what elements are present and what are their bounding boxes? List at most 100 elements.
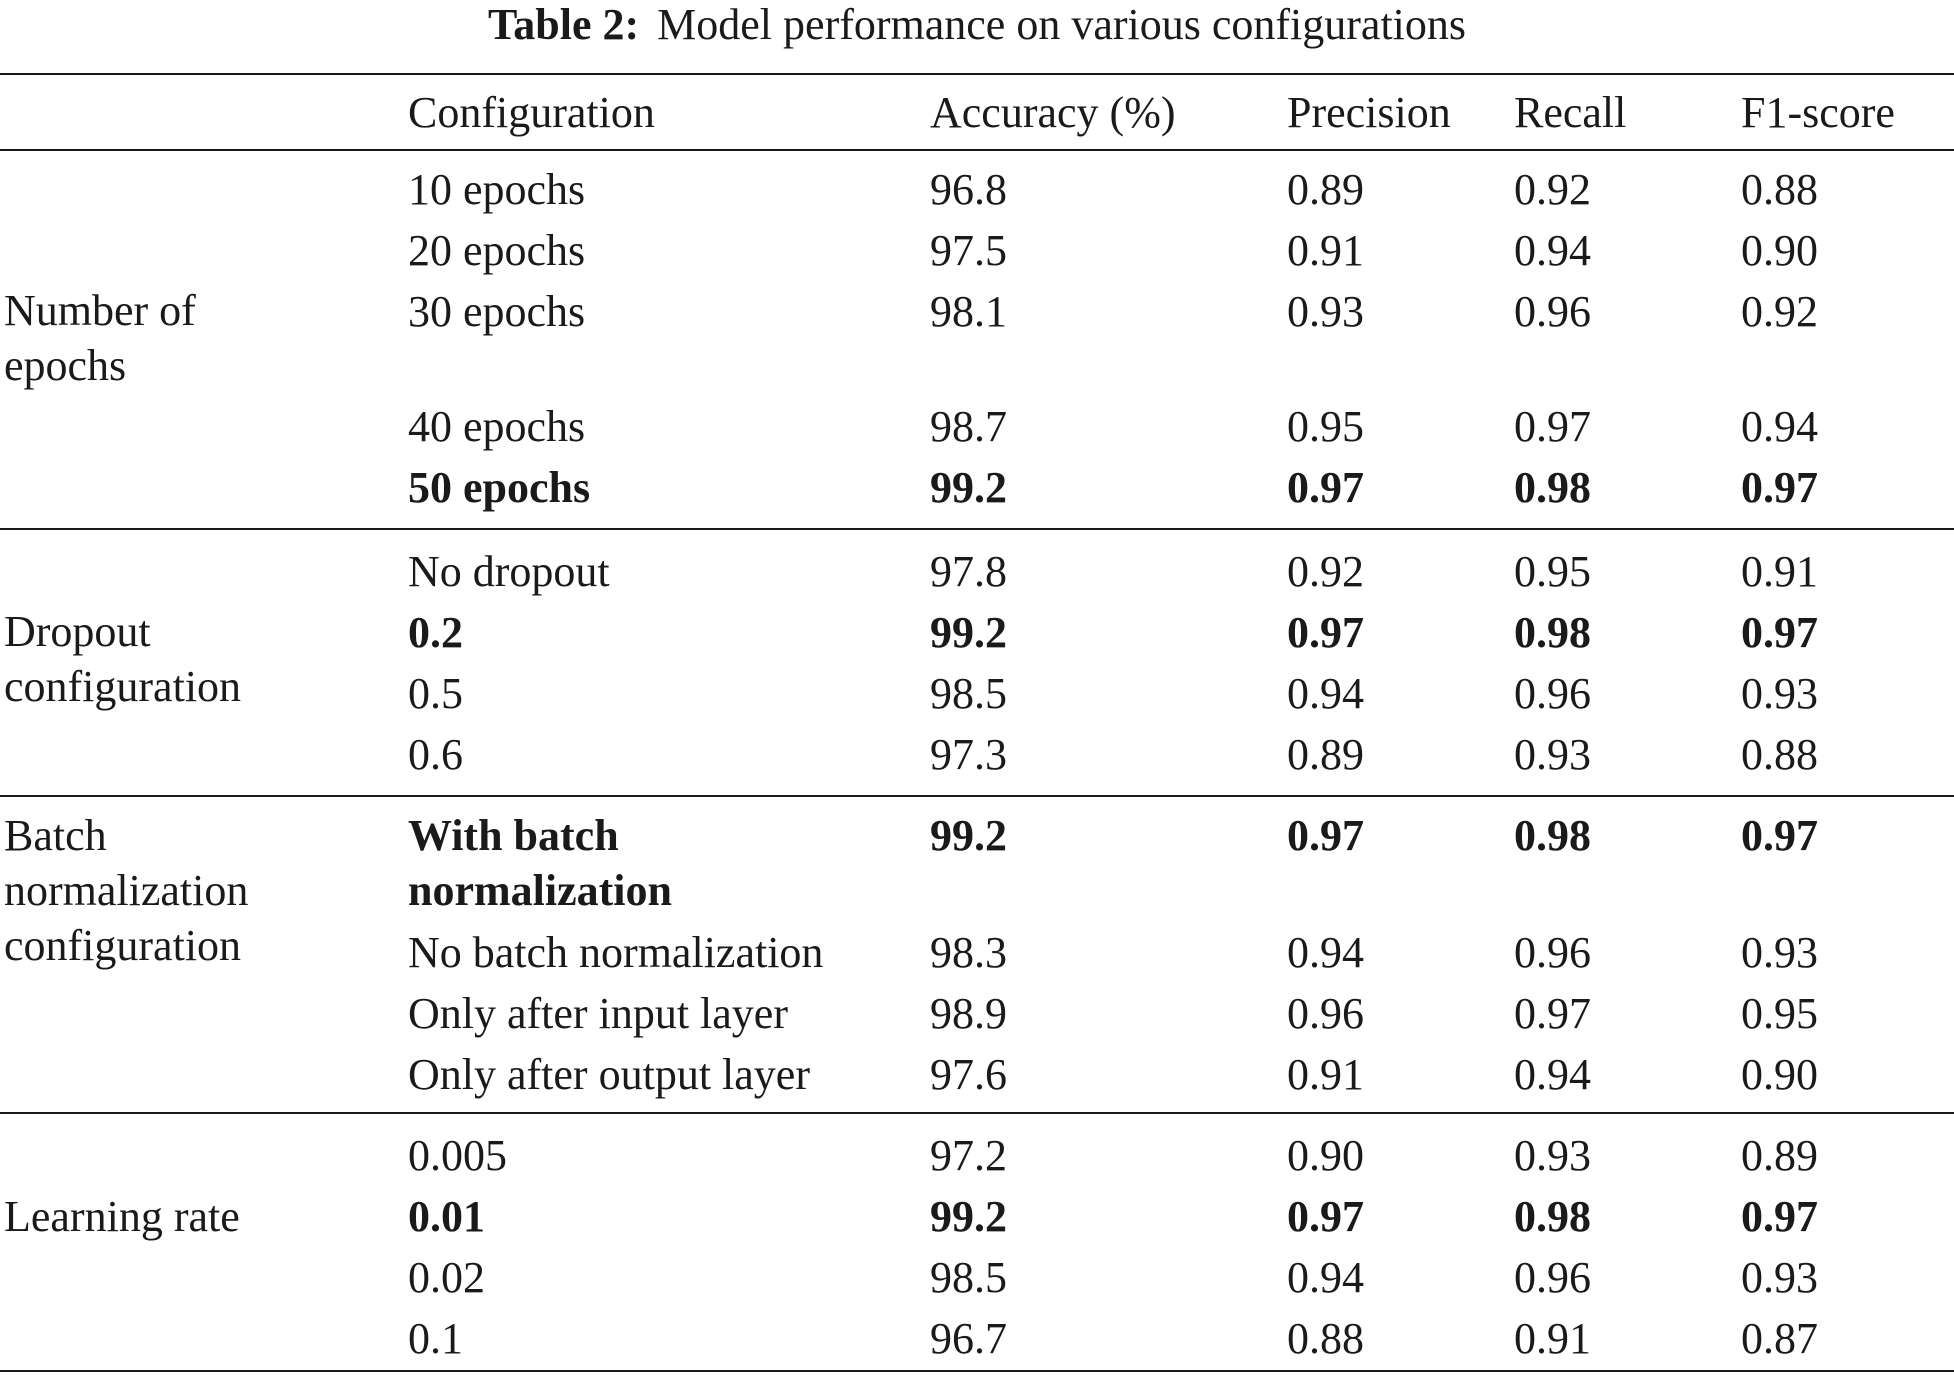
row-f1: 0.90	[1741, 1050, 1818, 1099]
row-config: 0.2	[408, 608, 463, 657]
row-precision: 0.97	[1287, 1192, 1364, 1241]
row-accuracy: 96.7	[930, 1314, 1007, 1363]
bottom-rule	[0, 1370, 1954, 1372]
row-config: 0.1	[408, 1314, 463, 1363]
row-config: Only after output layer	[408, 1050, 810, 1099]
group-label-batchnorm: Batch normalization configuration	[4, 811, 249, 970]
column-header-f1: F1-score	[1741, 88, 1895, 137]
row-f1: 0.97	[1741, 1192, 1818, 1241]
row-precision: 0.93	[1287, 287, 1364, 336]
group-label-learning-rate: Learning rate	[4, 1192, 240, 1241]
row-recall: 0.92	[1514, 165, 1591, 214]
row-precision: 0.90	[1287, 1131, 1364, 1180]
row-f1: 0.87	[1741, 1314, 1818, 1363]
row-config: 0.02	[408, 1253, 485, 1302]
row-precision: 0.89	[1287, 730, 1364, 779]
row-recall: 0.91	[1514, 1314, 1591, 1363]
row-recall: 0.96	[1514, 287, 1591, 336]
row-config: 0.005	[408, 1131, 507, 1180]
group-divider-batchnorm	[0, 1112, 1954, 1114]
column-header-configuration: Configuration	[408, 88, 655, 137]
row-precision: 0.94	[1287, 669, 1364, 718]
header-rule	[0, 149, 1954, 151]
row-precision: 0.94	[1287, 1253, 1364, 1302]
row-precision: 0.88	[1287, 1314, 1364, 1363]
row-accuracy: 98.9	[930, 989, 1007, 1038]
row-precision: 0.97	[1287, 811, 1364, 860]
row-f1: 0.97	[1741, 608, 1818, 657]
row-precision: 0.95	[1287, 402, 1364, 451]
row-f1: 0.97	[1741, 811, 1818, 860]
row-accuracy: 98.3	[930, 928, 1007, 977]
row-recall: 0.97	[1514, 402, 1591, 451]
row-recall: 0.94	[1514, 226, 1591, 275]
row-f1: 0.95	[1741, 989, 1818, 1038]
group-label-epochs: Number of epochs	[4, 286, 196, 390]
row-accuracy: 99.2	[930, 811, 1007, 860]
row-recall: 0.98	[1514, 1192, 1591, 1241]
row-precision: 0.97	[1287, 608, 1364, 657]
row-f1: 0.93	[1741, 928, 1818, 977]
row-f1: 0.88	[1741, 165, 1818, 214]
table-caption-label: Table 2:	[487, 0, 640, 49]
row-precision: 0.97	[1287, 463, 1364, 512]
column-header-recall: Recall	[1514, 88, 1627, 137]
row-config: No dropout	[408, 547, 610, 596]
top-rule	[0, 73, 1954, 75]
row-config: No batch normalization	[408, 928, 824, 977]
row-accuracy: 97.3	[930, 730, 1007, 779]
row-f1: 0.94	[1741, 402, 1818, 451]
row-precision: 0.91	[1287, 226, 1364, 275]
row-config: 50 epochs	[408, 463, 591, 512]
row-config: 10 epochs	[408, 165, 586, 214]
row-accuracy: 98.5	[930, 669, 1007, 718]
row-accuracy: 97.2	[930, 1131, 1007, 1180]
row-recall: 0.98	[1514, 463, 1591, 512]
row-f1: 0.93	[1741, 669, 1818, 718]
row-config: 0.6	[408, 730, 463, 779]
row-config: Only after input layer	[408, 989, 788, 1038]
row-accuracy: 99.2	[930, 608, 1007, 657]
row-recall: 0.93	[1514, 1131, 1591, 1180]
row-accuracy: 99.2	[930, 1192, 1007, 1241]
row-precision: 0.92	[1287, 547, 1364, 596]
row-accuracy: 97.5	[930, 226, 1007, 275]
row-f1: 0.97	[1741, 463, 1818, 512]
row-f1: 0.90	[1741, 226, 1818, 275]
row-config: 20 epochs	[408, 226, 586, 275]
row-recall: 0.96	[1514, 669, 1591, 718]
group-label-dropout: Dropout configuration	[4, 607, 242, 711]
column-header-accuracy: Accuracy (%)	[930, 88, 1176, 137]
row-config: 0.5	[408, 669, 463, 718]
row-accuracy: 98.5	[930, 1253, 1007, 1302]
table-caption-text: Model performance on various configurati…	[657, 0, 1467, 49]
row-recall: 0.98	[1514, 811, 1591, 860]
row-recall: 0.93	[1514, 730, 1591, 779]
row-accuracy: 97.6	[930, 1050, 1007, 1099]
row-config: 30 epochs	[408, 287, 586, 336]
group-divider-dropout	[0, 795, 1954, 797]
table-caption: Table 2: Model performance on various con…	[0, 0, 1954, 50]
group-divider-epochs	[0, 528, 1954, 530]
row-accuracy: 99.2	[930, 463, 1007, 512]
row-accuracy: 97.8	[930, 547, 1007, 596]
row-config: 40 epochs	[408, 402, 586, 451]
row-accuracy: 98.7	[930, 402, 1007, 451]
row-recall: 0.97	[1514, 989, 1591, 1038]
row-recall: 0.98	[1514, 608, 1591, 657]
row-precision: 0.91	[1287, 1050, 1364, 1099]
row-config: 0.01	[408, 1192, 485, 1241]
row-recall: 0.95	[1514, 547, 1591, 596]
column-header-precision: Precision	[1287, 88, 1451, 137]
row-config: With batch normalization	[408, 811, 672, 915]
row-recall: 0.96	[1514, 1253, 1591, 1302]
row-precision: 0.94	[1287, 928, 1364, 977]
row-precision: 0.96	[1287, 989, 1364, 1038]
row-accuracy: 98.1	[930, 287, 1007, 336]
row-recall: 0.94	[1514, 1050, 1591, 1099]
row-recall: 0.96	[1514, 928, 1591, 977]
row-f1: 0.89	[1741, 1131, 1818, 1180]
row-accuracy: 96.8	[930, 165, 1007, 214]
row-f1: 0.93	[1741, 1253, 1818, 1302]
row-f1: 0.88	[1741, 730, 1818, 779]
